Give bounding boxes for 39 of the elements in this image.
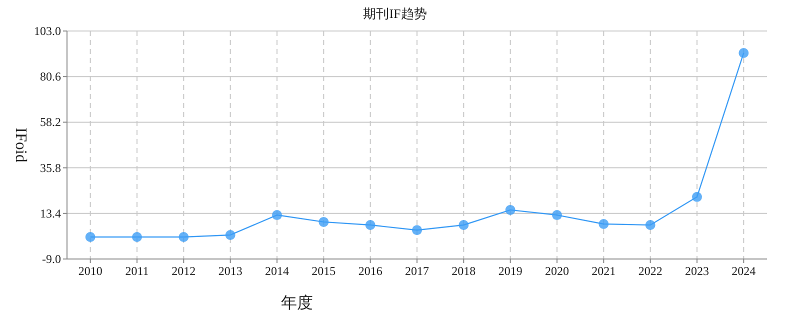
point xyxy=(505,204,516,215)
point xyxy=(598,218,609,229)
point xyxy=(225,230,236,240)
chart-title: 期刊IF趋势 xyxy=(363,6,427,21)
y-tick-label: -9.0 xyxy=(42,252,61,266)
x-tick-label: 2018 xyxy=(452,264,476,278)
point xyxy=(738,48,749,58)
y-tick-label: 103.0 xyxy=(34,24,61,38)
point xyxy=(552,210,562,220)
x-tick-label: 2019 xyxy=(498,264,522,278)
x-tick-label: 2022 xyxy=(638,264,662,278)
y-tick-label: 58.2 xyxy=(40,115,61,130)
x-tick-label: 2015 xyxy=(312,264,336,278)
x-tick-label: 2021 xyxy=(592,264,616,278)
point xyxy=(132,232,142,242)
point xyxy=(412,225,422,236)
point xyxy=(458,220,469,230)
x-tick-label: 2010 xyxy=(78,264,102,278)
x-tick-label: 2023 xyxy=(685,264,709,278)
x-tick-label: 2020 xyxy=(545,264,569,278)
x-tick-label: 2024 xyxy=(732,264,756,278)
x-axis-title: 年度 xyxy=(281,294,313,312)
x-tick-label: 2013 xyxy=(218,264,242,278)
point xyxy=(272,210,282,220)
point xyxy=(365,220,376,230)
y-tick-label: 35.8 xyxy=(40,160,61,175)
point xyxy=(692,192,702,202)
x-tick-label: 2017 xyxy=(405,264,429,278)
y-axis-title: IFoid xyxy=(12,128,29,162)
x-tick-label: 2011 xyxy=(125,264,149,278)
x-tick-label: 2012 xyxy=(172,264,196,278)
point xyxy=(178,232,189,242)
point xyxy=(645,220,656,230)
point xyxy=(85,232,96,242)
point xyxy=(318,216,329,227)
x-tick-label: 2014 xyxy=(265,264,289,278)
y-tick-label: 80.6 xyxy=(40,70,61,84)
x-tick-label: 2016 xyxy=(358,264,382,278)
y-tick-label: 13.4 xyxy=(40,206,61,220)
